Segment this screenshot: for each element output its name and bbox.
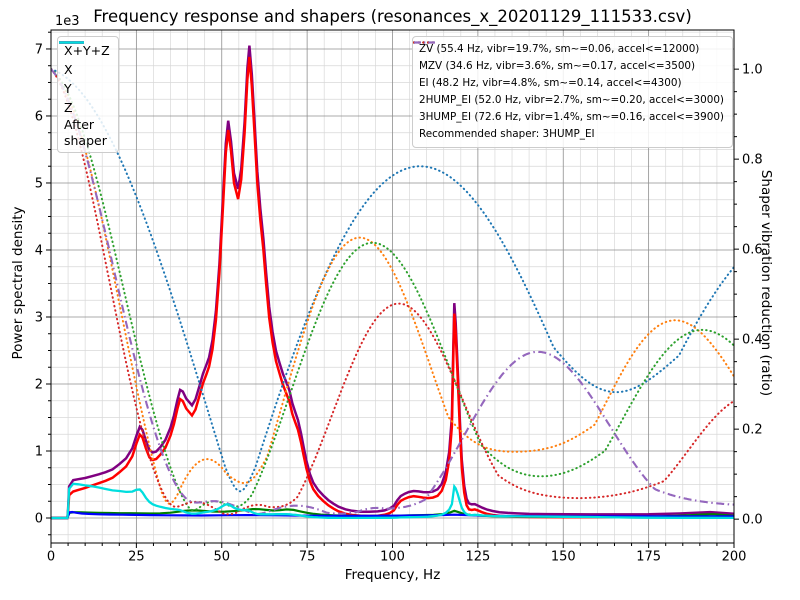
x-tick-label: 175 [636, 550, 661, 565]
legend-entry-label: After shaper [64, 117, 107, 148]
y-right-tick-label: 0.0 [742, 513, 763, 528]
legend-entry: 3HUMP_EI (72.6 Hz, vibr=1.4%, sm~=0.16, … [413, 41, 724, 126]
tick-labels: 0 25 50 75 100 125 150 175 200 0 1 2 3 4 5 6 7 0.0 0.2 0.4 0… [35, 42, 763, 564]
legend-entry-label: ZV (55.4 Hz, vibr=19.7%, sm~=0.06, accel… [418, 43, 700, 55]
x-tick-label: 125 [465, 550, 490, 565]
legend-swatch-dashdot [413, 41, 435, 44]
legend-entry-label: Recommended shaper: 3HUMP_EI [418, 128, 595, 140]
legend-entry-label: Z [64, 99, 73, 115]
legend-shapers: ZV (55.4 Hz, vibr=19.7%, sm~=0.06, accel… [411, 36, 733, 148]
x-tick-label: 200 [722, 550, 747, 565]
curve-shaper-2hump_ei [51, 68, 734, 516]
x-tick-label: 150 [551, 550, 576, 565]
legend-entry: EI (48.2 Hz, vibr=4.8%, sm~=0.14, accel<… [412, 41, 724, 92]
legend-entry: After shaper [59, 41, 110, 148]
y-axis-right-label: Shaper vibration reduction (ratio) [758, 169, 774, 397]
curve-psd-x [51, 56, 734, 520]
legend-entry-label: 2HUMP_EI (52.0 Hz, vibr=2.7%, sm~=0.20, … [418, 94, 724, 106]
legend-entry-label: X [64, 61, 73, 77]
y-left-tick-label: 6 [35, 109, 43, 124]
x-tick-label: 50 [213, 550, 230, 565]
y-left-tick-label: 7 [35, 42, 43, 57]
y-left-tick-label: 4 [35, 243, 43, 258]
legend-entry: 2HUMP_EI (52.0 Hz, vibr=2.7%, sm~=0.20, … [412, 41, 724, 109]
legend-swatch-blank [413, 37, 436, 48]
legend-entry-label: EI (48.2 Hz, vibr=4.8%, sm~=0.14, accel<… [418, 77, 682, 89]
legend-entry: MZV (34.6 Hz, vibr=3.6%, sm~=0.17, accel… [412, 41, 724, 75]
y-right-tick-label: 0.2 [742, 423, 763, 438]
y-right-tick-label: 1.0 [742, 63, 763, 78]
legend-entry: X [59, 41, 110, 79]
legend-entry: Y [59, 41, 110, 98]
curve-shaper-mzv [51, 68, 734, 505]
curve-shaper-ei [51, 68, 734, 512]
x-axis-label: Frequency, Hz [344, 567, 441, 583]
legend-entry-label: Y [64, 80, 72, 96]
y-left-tick-label: 5 [35, 176, 43, 191]
x-tick-label: 25 [128, 550, 145, 565]
y-axis-left-label: Power spectral density [10, 206, 26, 360]
ticks [46, 31, 739, 548]
curve-shaper-3hump_ei [51, 68, 734, 515]
curve-shaper-zv [51, 68, 734, 493]
legend-psd: X+Y+Z X Y Z After shaper [57, 36, 119, 154]
y-left-tick-label: 2 [35, 377, 43, 392]
y-left-tick-label: 3 [35, 310, 43, 325]
x-tick-label: 100 [380, 550, 405, 565]
legend-swatch-solid [59, 41, 84, 44]
y-left-tick-label: 0 [35, 512, 43, 527]
x-tick-label: 75 [299, 550, 316, 565]
legend-entry-label: MZV (34.6 Hz, vibr=3.6%, sm~=0.17, accel… [418, 60, 696, 72]
y-axis-offset-text: 1e3 [55, 14, 80, 29]
legend-entry-label: X+Y+Z [64, 42, 110, 58]
legend-entry: ZV (55.4 Hz, vibr=19.7%, sm~=0.06, accel… [412, 41, 724, 58]
y-right-tick-label: 0.4 [742, 333, 763, 348]
y-right-tick-label: 0.8 [742, 153, 763, 168]
x-tick-label: 0 [47, 550, 55, 565]
plot-title: Frequency response and shapers (resonanc… [93, 7, 692, 26]
curve-after-shaper [51, 482, 734, 520]
legend-entry-label: 3HUMP_EI (72.6 Hz, vibr=1.4%, sm~=0.16, … [418, 111, 724, 123]
y-right-tick-label: 0.6 [742, 243, 763, 258]
y-left-tick-label: 1 [35, 445, 43, 460]
legend-entry: Recommended shaper: 3HUMP_EI [419, 126, 724, 143]
legend-entry: Z [59, 41, 110, 117]
